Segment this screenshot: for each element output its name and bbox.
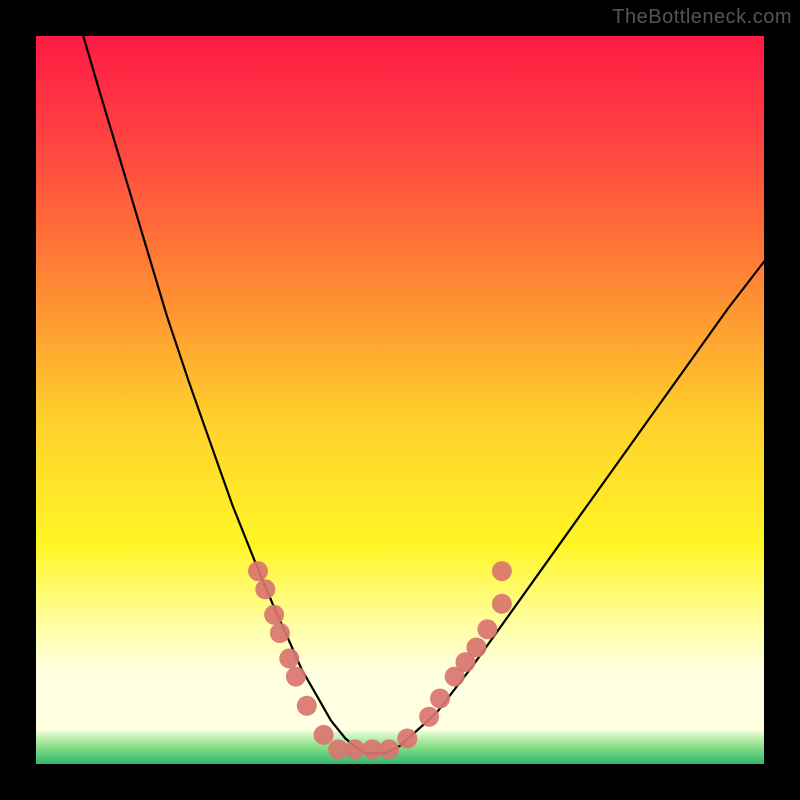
marker-dot [492,594,512,614]
marker-dot [492,561,512,581]
marker-dot [477,619,497,639]
marker-dot [430,689,450,709]
marker-dot [270,623,290,643]
marker-dot [255,579,275,599]
chart-frame: TheBottleneck.com [0,0,800,800]
marker-dot [345,739,365,759]
marker-dot [379,739,399,759]
marker-dot [419,707,439,727]
marker-dot [314,725,334,745]
marker-dot [297,696,317,716]
marker-dot [286,667,306,687]
plot-area [36,36,764,764]
marker-dot [466,638,486,658]
v-curve-line [83,36,764,753]
marker-dot [248,561,268,581]
watermark-text: TheBottleneck.com [612,6,792,29]
marker-dot [264,605,284,625]
marker-group [248,561,512,759]
chart-svg [36,36,764,764]
marker-dot [279,648,299,668]
marker-dot [397,729,417,749]
